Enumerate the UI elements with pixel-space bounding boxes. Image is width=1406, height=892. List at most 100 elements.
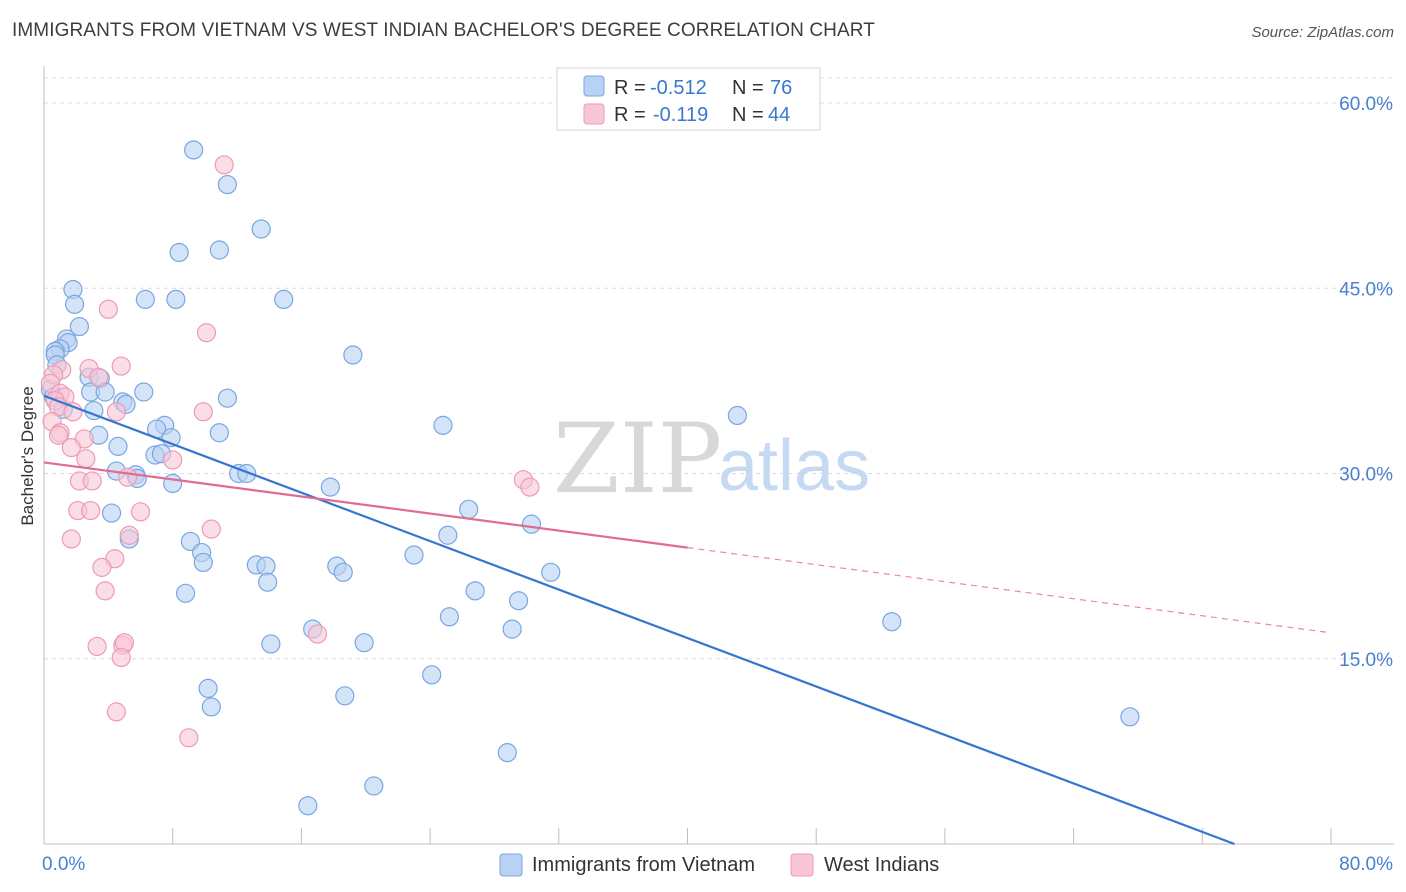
data-point-vietnam bbox=[209, 423, 229, 443]
data-point-vietnam bbox=[465, 581, 485, 601]
data-point-vietnam bbox=[320, 477, 340, 497]
data-point-vietnam bbox=[169, 242, 189, 263]
data-point-vietnam bbox=[251, 219, 271, 239]
legend-swatch-westindian bbox=[583, 103, 605, 125]
data-point-vietnam bbox=[541, 562, 561, 582]
y-tick-label: 45.0% bbox=[1339, 279, 1393, 300]
legend-r-value-vietnam: -0.512 bbox=[650, 77, 707, 99]
data-point-westindian bbox=[106, 402, 126, 422]
data-point-vietnam bbox=[175, 583, 196, 603]
series-legend-swatch-vietnam bbox=[499, 853, 523, 877]
data-point-vietnam bbox=[261, 634, 281, 654]
data-point-westindian bbox=[92, 557, 112, 577]
data-point-westindian bbox=[196, 323, 217, 343]
chart-source: Source: ZipAtlas.com bbox=[1251, 24, 1394, 41]
data-point-vietnam bbox=[364, 776, 384, 796]
axes bbox=[43, 66, 1394, 845]
data-points bbox=[40, 140, 1140, 816]
x-tick-labels: 0.0% 80.0% bbox=[42, 854, 1393, 875]
data-point-vietnam bbox=[217, 388, 237, 408]
y-tick-label: 15.0% bbox=[1339, 650, 1393, 671]
data-point-westindian bbox=[61, 529, 81, 549]
trend-extension-westindian bbox=[687, 547, 1332, 634]
series-legend-swatch-westindian bbox=[790, 853, 814, 877]
data-point-vietnam bbox=[502, 619, 522, 639]
data-point-vietnam bbox=[1120, 707, 1140, 727]
stats-legend: R = -0.512 N = 76 R = -0.119 N = 44 bbox=[556, 67, 821, 131]
legend-n-value-vietnam: 76 bbox=[770, 77, 792, 99]
data-point-vietnam bbox=[354, 633, 374, 653]
data-point-vietnam bbox=[343, 345, 363, 365]
data-point-vietnam bbox=[422, 665, 442, 685]
data-point-westindian bbox=[95, 581, 115, 601]
data-point-westindian bbox=[520, 477, 540, 497]
data-point-westindian bbox=[106, 702, 126, 722]
data-point-westindian bbox=[76, 449, 96, 469]
legend-r-label-westindian: R = bbox=[614, 104, 646, 126]
data-point-westindian bbox=[118, 467, 138, 487]
data-point-westindian bbox=[98, 299, 118, 319]
data-point-vietnam bbox=[298, 796, 318, 816]
data-point-westindian bbox=[87, 636, 107, 657]
watermark-atlas: atlas bbox=[718, 426, 870, 506]
data-point-vietnam bbox=[433, 415, 453, 435]
data-point-vietnam bbox=[882, 612, 902, 632]
data-point-vietnam bbox=[404, 545, 424, 565]
data-point-vietnam bbox=[439, 607, 460, 627]
data-point-vietnam bbox=[198, 678, 218, 699]
data-point-vietnam bbox=[166, 289, 186, 309]
y-tick-label: 30.0% bbox=[1339, 465, 1393, 486]
data-point-vietnam bbox=[193, 552, 213, 573]
data-point-westindian bbox=[81, 500, 101, 521]
y-tick-label: 60.0% bbox=[1339, 94, 1393, 115]
data-point-vietnam bbox=[438, 525, 458, 545]
data-point-westindian bbox=[111, 356, 131, 376]
data-point-westindian bbox=[214, 155, 234, 175]
data-point-vietnam bbox=[521, 514, 542, 534]
data-point-westindian bbox=[179, 728, 199, 748]
data-point-westindian bbox=[89, 367, 109, 387]
data-point-vietnam bbox=[237, 463, 257, 484]
data-point-westindian bbox=[61, 437, 81, 458]
data-point-vietnam bbox=[108, 436, 128, 456]
data-point-vietnam bbox=[258, 572, 278, 592]
data-point-westindian bbox=[130, 502, 151, 522]
data-point-vietnam bbox=[497, 743, 517, 763]
y-axis-title: Bachelor's Degree bbox=[18, 386, 37, 525]
data-point-vietnam bbox=[64, 294, 85, 314]
chart-title: IMMIGRANTS FROM VIETNAM VS WEST INDIAN B… bbox=[12, 20, 875, 41]
data-point-vietnam bbox=[134, 382, 154, 402]
data-point-vietnam bbox=[256, 556, 276, 576]
trend-line-westindian bbox=[43, 461, 688, 549]
data-point-westindian bbox=[193, 402, 213, 422]
data-point-vietnam bbox=[101, 503, 122, 523]
watermark: ZIP atlas bbox=[553, 403, 870, 515]
data-point-westindian bbox=[48, 425, 69, 445]
x-tick-label: 0.0% bbox=[42, 854, 85, 875]
legend-r-value-westindian: -0.119 bbox=[653, 104, 708, 126]
series-legend-label-westindian: West Indians bbox=[824, 854, 939, 876]
y-tick-labels: 15.0% 30.0% 45.0% 60.0% bbox=[1339, 94, 1393, 671]
watermark-zip: ZIP bbox=[553, 403, 722, 515]
data-point-westindian bbox=[307, 624, 328, 644]
data-point-westindian bbox=[111, 647, 131, 668]
legend-n-label-vietnam: N = bbox=[732, 77, 764, 99]
data-point-vietnam bbox=[217, 174, 237, 195]
data-point-vietnam bbox=[274, 289, 294, 309]
data-point-westindian bbox=[201, 519, 221, 539]
trend-lines bbox=[43, 394, 1332, 846]
data-point-vietnam bbox=[333, 562, 353, 582]
data-point-vietnam bbox=[135, 289, 155, 309]
legend-n-label-westindian: N = bbox=[732, 104, 764, 126]
data-point-vietnam bbox=[727, 405, 747, 426]
legend-n-value-westindian: 44 bbox=[768, 104, 790, 126]
legend-swatch-vietnam bbox=[583, 75, 605, 97]
data-point-vietnam bbox=[459, 499, 479, 519]
data-point-vietnam bbox=[163, 473, 183, 494]
series-legend-label-vietnam: Immigrants from Vietnam bbox=[532, 854, 755, 876]
data-point-vietnam bbox=[508, 591, 529, 611]
data-point-westindian bbox=[82, 471, 102, 491]
x-tick-label: 80.0% bbox=[1339, 854, 1393, 875]
trend-line-vietnam bbox=[43, 394, 1235, 846]
data-point-vietnam bbox=[184, 140, 204, 160]
